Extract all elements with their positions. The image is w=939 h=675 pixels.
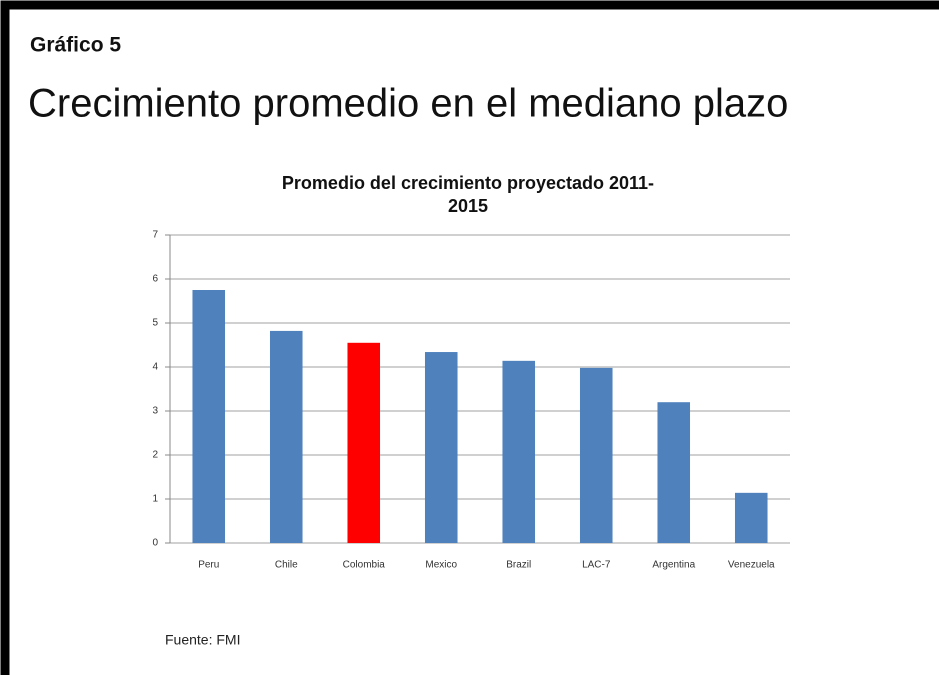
x-tick-label: Chile	[275, 560, 298, 571]
x-tick-label: Argentina	[652, 560, 695, 571]
y-tick-label: 5	[152, 318, 158, 329]
bar	[424, 352, 458, 543]
bar	[734, 492, 768, 543]
page-title: Crecimiento promedio en el mediano plazo	[28, 82, 788, 126]
x-tick-label: Brazil	[506, 560, 531, 571]
chart-title: Promedio del crecimiento proyectado 2011…	[282, 173, 654, 193]
y-tick-label: 6	[152, 274, 158, 285]
y-tick-label: 7	[152, 230, 158, 241]
y-tick-label: 0	[152, 538, 158, 549]
y-tick-label: 4	[152, 362, 158, 373]
y-tick-label: 2	[152, 450, 158, 461]
y-tick-label: 1	[152, 494, 158, 505]
x-tick-label: Mexico	[425, 560, 457, 571]
chart-title: 2015	[448, 196, 488, 216]
bar	[269, 330, 303, 543]
x-tick-label: LAC-7	[582, 560, 611, 571]
bar	[579, 367, 613, 543]
x-tick-label: Colombia	[343, 560, 386, 571]
y-tick-label: 3	[152, 406, 158, 417]
x-tick-label: Venezuela	[728, 560, 775, 571]
bar	[502, 360, 536, 543]
bar	[657, 402, 691, 543]
figure-label: Gráfico 5	[30, 34, 121, 57]
bar	[347, 342, 381, 543]
source-note: Fuente: FMI	[165, 632, 240, 648]
bar	[192, 290, 226, 543]
x-tick-label: Peru	[198, 560, 219, 571]
